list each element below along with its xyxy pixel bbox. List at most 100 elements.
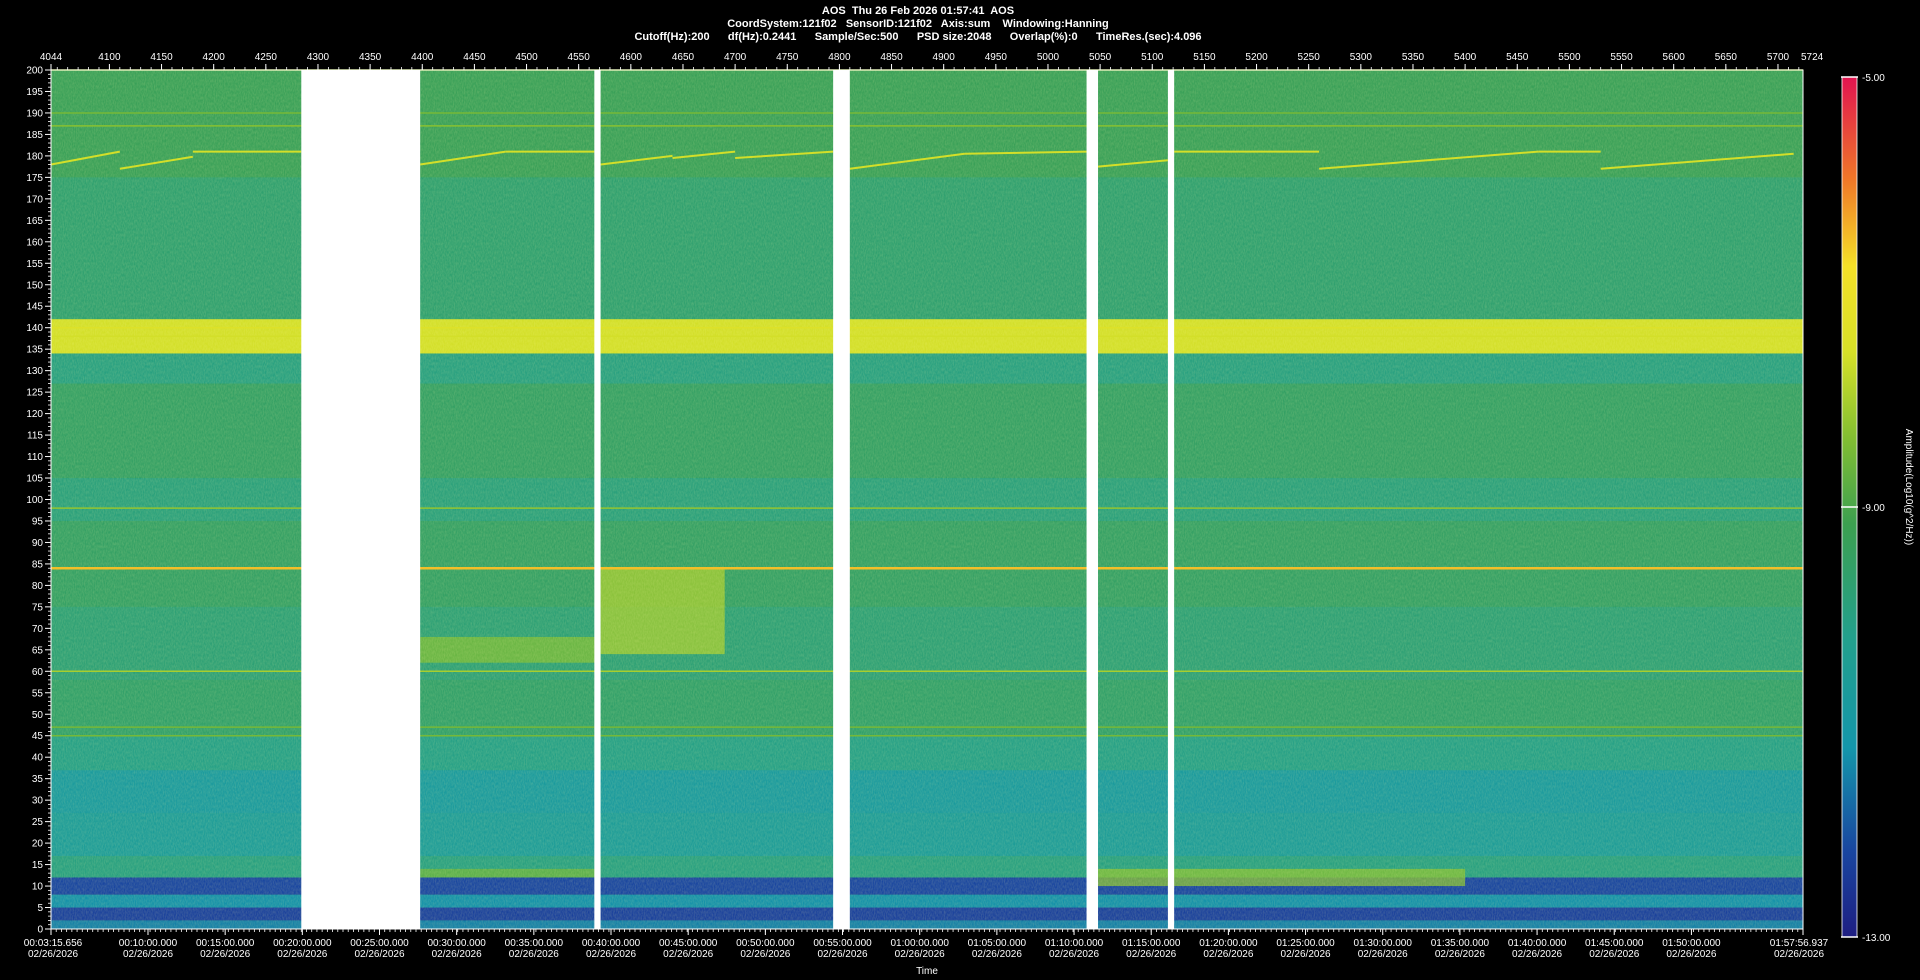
drift-line (1097, 159, 1168, 168)
x-tick-time: 00:20:00.000 (273, 938, 332, 949)
drift-line (735, 150, 834, 160)
x-tick-time: 01:45:00.000 (1585, 938, 1644, 949)
top-tick-label: 4550 (568, 52, 591, 63)
header-line-2: CoordSystem:121f02 SensorID:121f02 Axis:… (727, 18, 1109, 30)
top-tick-label: 5050 (1089, 52, 1112, 63)
x-tick-time: 01:00:00.000 (891, 938, 950, 949)
x-tick-date: 02/26/2026 (972, 949, 1022, 960)
x-axis-label: Time (916, 966, 938, 977)
header-line-1: AOS Thu 26 Feb 2026 01:57:41 AOS (821, 5, 1015, 17)
y-tick-label: 55 (32, 688, 44, 699)
data-gap (301, 70, 421, 929)
y-tick-label: 40 (32, 753, 44, 764)
top-tick-label: 5150 (1193, 52, 1216, 63)
y-tick-label: 175 (26, 173, 43, 184)
drift-line (1600, 152, 1794, 170)
y-tick-label: 160 (26, 237, 43, 248)
x-tick-date: 02/26/2026 (277, 949, 327, 960)
y-tick-label: 140 (26, 323, 43, 334)
x-tick-date: 02/26/2026 (1049, 949, 1099, 960)
top-tick-label: 4250 (255, 52, 278, 63)
x-tick-time: 00:25:00.000 (350, 938, 409, 949)
drift-line (420, 150, 506, 166)
x-tick-time: 01:20:00.000 (1199, 938, 1258, 949)
y-tick-label: 185 (26, 130, 43, 141)
top-tick-label: 5100 (1141, 52, 1164, 63)
y-tick-label: 130 (26, 366, 43, 377)
x-tick-time: 00:40:00.000 (582, 938, 641, 949)
data-gap (1086, 70, 1099, 929)
x-tick-time: 01:25:00.000 (1276, 938, 1335, 949)
y-tick-label: 80 (32, 581, 44, 592)
colorbar-tick-label: -9.00 (1862, 503, 1885, 514)
top-tick-label: 5250 (1298, 52, 1321, 63)
top-tick-label: 4600 (620, 52, 643, 63)
y-tick-label: 75 (32, 602, 44, 613)
x-tick-date: 02/26/2026 (1512, 949, 1562, 960)
heatmap-plot (50, 69, 1803, 929)
top-tick-label: 4450 (463, 52, 486, 63)
x-tick-date: 02/26/2026 (1435, 949, 1485, 960)
y-tick-label: 155 (26, 259, 43, 270)
top-tick-label: 5000 (1037, 52, 1060, 63)
top-tick-label: 4900 (933, 52, 956, 63)
x-tick-time: 01:05:00.000 (968, 938, 1027, 949)
drift-line (1319, 150, 1539, 170)
x-tick-time: 00:30:00.000 (427, 938, 486, 949)
y-tick-label: 0 (37, 925, 43, 936)
x-tick-date: 02/26/2026 (1126, 949, 1176, 960)
colorbar: -5.00 -9.00 -13.00 Amplitude(Log10(g^2/Hz)) (1841, 73, 1914, 944)
top-end-label: 5724 (1801, 52, 1824, 63)
y-tick-label: 50 (32, 710, 44, 721)
top-tick-label: 5500 (1558, 52, 1581, 63)
x-tick-time: 00:03:15.656 (24, 938, 83, 949)
drift-line (119, 155, 193, 170)
y-tick-label: 115 (27, 431, 43, 442)
top-tick-label: 5350 (1402, 52, 1425, 63)
x-tick-date: 02/26/2026 (1774, 949, 1824, 960)
y-tick-label: 135 (26, 345, 43, 356)
top-tick-label: 4200 (203, 52, 226, 63)
y-tick-label: 45 (32, 731, 44, 742)
x-tick-time: 01:10:00.000 (1045, 938, 1104, 949)
y-tick-label: 90 (32, 538, 44, 549)
x-tick-date: 02/26/2026 (740, 949, 790, 960)
x-tick-date: 02/26/2026 (1281, 949, 1331, 960)
x-tick-time: 00:55:00.000 (813, 938, 872, 949)
x-tick-time: 00:15:00.000 (196, 938, 255, 949)
y-tick-label: 200 (26, 66, 43, 77)
colorbar-label: Amplitude(Log10(g^2/Hz)) (1903, 429, 1914, 545)
y-tick-label: 125 (26, 388, 43, 399)
top-tick-label: 4850 (880, 52, 903, 63)
top-tick-label: 4500 (515, 52, 538, 63)
top-tick-label: 5200 (1245, 52, 1268, 63)
x-tick-time: 00:45:00.000 (659, 938, 718, 949)
y-tick-label: 165 (26, 216, 43, 227)
top-tick-label: 4700 (724, 52, 747, 63)
x-tick-time: 00:10:00.000 (119, 938, 178, 949)
x-tick-time: 01:35:00.000 (1431, 938, 1490, 949)
x-tick-date: 02/26/2026 (817, 949, 867, 960)
y-tick-label: 25 (32, 817, 44, 828)
y-tick-label: 60 (32, 667, 44, 678)
top-tick-label: 4750 (776, 52, 799, 63)
x-tick-date: 02/26/2026 (432, 949, 482, 960)
drift-line (849, 152, 965, 170)
top-tick-label: 4300 (307, 52, 330, 63)
y-tick-label: 190 (26, 108, 43, 119)
y-tick-label: 170 (26, 194, 43, 205)
y-tick-label: 110 (27, 452, 43, 463)
y-tick-label: 95 (32, 516, 44, 527)
x-tick-date: 02/26/2026 (200, 949, 250, 960)
colorbar-tick-label: -13.00 (1862, 933, 1891, 944)
top-tick-label: 5600 (1663, 52, 1686, 63)
top-tick-label: 5450 (1506, 52, 1529, 63)
colorbar-tick-label: -5.00 (1862, 73, 1885, 84)
x-tick-date: 02/26/2026 (123, 949, 173, 960)
y-tick-label: 150 (26, 280, 43, 291)
data-gap (594, 70, 601, 929)
x-tick-date: 02/26/2026 (663, 949, 713, 960)
y-tick-label: 65 (32, 645, 44, 656)
x-tick-time: 01:57:56.937 (1770, 938, 1829, 949)
